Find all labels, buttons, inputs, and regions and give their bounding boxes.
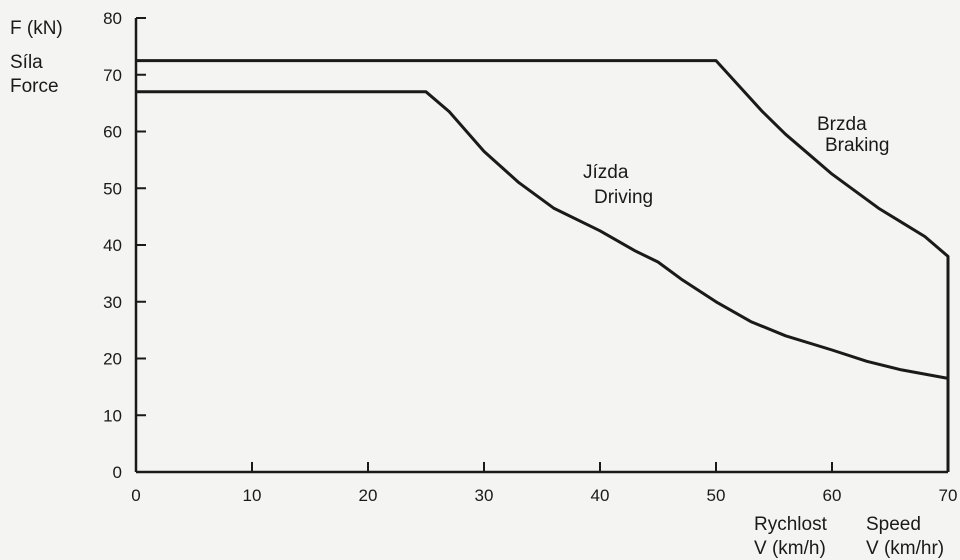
- x-tick-label: 30: [475, 486, 494, 505]
- x-tick-label: 20: [359, 486, 378, 505]
- y-axis-label-line: F (kN): [10, 18, 63, 39]
- y-tick-label: 10: [103, 406, 122, 425]
- x-axis-label-cz: V (km/h): [754, 538, 826, 559]
- y-tick-label: 80: [103, 9, 122, 28]
- axes: [134, 18, 948, 474]
- y-tick-label: 30: [103, 293, 122, 312]
- y-tick-label: 20: [103, 350, 122, 369]
- braking-series-label: Braking: [825, 135, 889, 156]
- driving-series-label: Jízda: [583, 162, 629, 183]
- y-axis-label-line: Síla: [10, 52, 43, 73]
- driving-curve: [136, 90, 949, 380]
- x-tick-label: 50: [707, 486, 726, 505]
- x-axis-label: Rychlost V (km/h) Speed V (km/hr): [754, 514, 944, 559]
- x-tick-label: 0: [131, 486, 140, 505]
- y-tick-label: 0: [113, 463, 122, 482]
- y-tick-label: 50: [103, 179, 122, 198]
- x-tick-label: 40: [591, 486, 610, 505]
- braking-series-label: Brzda: [817, 114, 867, 135]
- x-tick-label: 60: [823, 486, 842, 505]
- x-tick-label: 70: [939, 486, 958, 505]
- x-tick-label: 10: [243, 486, 262, 505]
- driving-series-label: Driving: [594, 187, 653, 208]
- x-axis-label-cz: Rychlost: [754, 514, 828, 535]
- series-curves: [136, 59, 950, 472]
- x-axis-label-en: V (km/hr): [866, 538, 944, 559]
- y-axis-label: F (kN) Síla Force: [10, 18, 63, 97]
- y-axis-label-line: Force: [10, 76, 59, 97]
- y-tick-label: 70: [103, 66, 122, 85]
- x-axis-label-en: Speed: [866, 514, 921, 535]
- y-tick-label: 60: [103, 123, 122, 142]
- axis-ticks: 0 10 20 30 40 50 60 70 80 0 10 20 30 40 50 60 70: [103, 9, 957, 505]
- y-tick-label: 40: [103, 236, 122, 255]
- braking-curve: [136, 59, 950, 472]
